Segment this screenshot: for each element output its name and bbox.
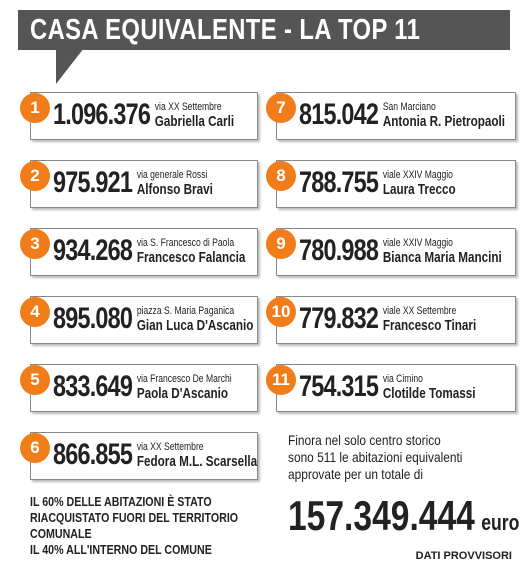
summary-total: 157.349.444 — [288, 492, 475, 539]
note-line: COMUNALE — [30, 526, 92, 541]
entry-value: 780.988 — [299, 234, 379, 267]
entry-info: viale XX Settembre Francesco Tinari — [383, 305, 476, 334]
rank-badge: 11 — [266, 365, 296, 395]
source: DATI PROVVISORI — [415, 550, 512, 562]
entry-box: 1.096.376 via XX Settembre Gabriella Carli — [30, 92, 258, 140]
entry-box: 815.042 San Marciano Antonia R. Pietropaol… — [276, 92, 516, 140]
entry-row: 779.832 viale XX Settembre Francesco Tinar… — [299, 302, 476, 336]
entry-address: piazza S. Maria Paganica — [136, 304, 235, 317]
entry-row: 895.080 piazza S. Maria Paganica Gian Luca… — [53, 302, 253, 336]
entry-info: via XX Settembre Gabriella Carli — [155, 101, 234, 130]
rank-badge: 5 — [20, 365, 50, 395]
entry-box: 833.649 via Francesco De Marchi Paola D'As… — [30, 364, 258, 412]
entry-box: 779.832 viale XX Settembre Francesco Tinar… — [276, 296, 516, 344]
entry-address: San Marciano — [382, 100, 436, 113]
entry-info: via Francesco De Marchi Paola D'Ascanio — [137, 373, 232, 402]
entry-address: via generale Rossi — [136, 168, 208, 181]
title: CASA EQUIVALENTE - LA TOP 11 — [30, 14, 421, 46]
entry-address: via XX Settembre — [154, 100, 222, 113]
note-line: IL 40% ALL'INTERNO DEL COMUNE — [30, 542, 212, 557]
entry-name: Laura Trecco — [382, 180, 456, 198]
entry-box: 975.921 via generale Rossi Alfonso Bravi — [30, 160, 258, 208]
entry-row: 866.855 via XX Settembre Fedora M.L. Scars… — [53, 438, 257, 472]
entry-value: 833.649 — [53, 370, 133, 403]
entry-name: Francesco Tinari — [382, 316, 477, 334]
entry-box: 754.315 via Cimino Clotilde Tomassi — [276, 364, 516, 412]
entry-row: 1.096.376 via XX Settembre Gabriella Carli — [53, 98, 234, 132]
entry-name: Fedora M.L. Scarsella — [136, 452, 258, 470]
entry-info: viale XXIV Maggio Bianca Maria Mancini — [383, 237, 502, 266]
entry-name: Clotilde Tomassi — [382, 384, 476, 402]
entry-address: via Cimino — [382, 372, 423, 385]
entry-value: 815.042 — [299, 98, 379, 131]
summary-unit: euro — [481, 510, 520, 535]
entry-value: 754.315 — [299, 370, 379, 403]
entry-address: via XX Settembre — [136, 440, 204, 453]
entry-value: 779.832 — [299, 302, 379, 335]
rank-badge: 4 — [20, 297, 50, 327]
entry-box: 788.755 viale XXIV Maggio Laura Trecco — [276, 160, 516, 208]
entry-row: 833.649 via Francesco De Marchi Paola D'As… — [53, 370, 232, 404]
entry-info: via XX Settembre Fedora M.L. Scarsella — [137, 441, 257, 470]
entry-info: via S. Francesco di Paola Francesco Falan… — [137, 237, 246, 266]
rank-badge: 9 — [266, 229, 296, 259]
entry-address: via Francesco De Marchi — [136, 372, 232, 385]
entry-value: 975.921 — [53, 166, 133, 199]
entry-info: via Cimino Clotilde Tomassi — [383, 373, 476, 402]
rank-badge: 7 — [266, 93, 296, 123]
entry-value: 788.755 — [299, 166, 379, 199]
entry-name: Gian Luca D'Ascanio — [136, 316, 254, 334]
entry-row: 754.315 via Cimino Clotilde Tomassi — [299, 370, 476, 404]
entry-box: 780.988 viale XXIV Maggio Bianca Maria Man… — [276, 228, 516, 276]
entry-box: 895.080 piazza S. Maria Paganica Gian Luca… — [30, 296, 258, 344]
entry-name: Francesco Falancia — [136, 248, 246, 266]
entry-info: piazza S. Maria Paganica Gian Luca D'Asca… — [137, 305, 254, 334]
entry-info: via generale Rossi Alfonso Bravi — [137, 169, 213, 198]
entry-info: San Marciano Antonia R. Pietropaoli — [383, 101, 505, 130]
entry-address: viale XXIV Maggio — [382, 236, 453, 249]
entry-box: 866.855 via XX Settembre Fedora M.L. Scars… — [30, 432, 258, 480]
summary-line: Finora nel solo centro storico — [288, 432, 441, 448]
entry-row: 788.755 viale XXIV Maggio Laura Trecco — [299, 166, 456, 200]
entry-row: 975.921 via generale Rossi Alfonso Bravi — [53, 166, 213, 200]
entry-address: via S. Francesco di Paola — [136, 236, 235, 249]
entry-name: Bianca Maria Mancini — [382, 248, 502, 266]
title-banner — [18, 10, 510, 50]
entry-address: viale XXIV Maggio — [382, 168, 453, 181]
entry-name: Antonia R. Pietropaoli — [382, 112, 506, 130]
entry-box: 934.268 via S. Francesco di Paola Francesc… — [30, 228, 258, 276]
entry-row: 934.268 via S. Francesco di Paola Francesc… — [53, 234, 245, 268]
entry-value: 1.096.376 — [53, 98, 151, 131]
note-line: IL 60% DELLE ABITAZIONI È STATO — [30, 494, 212, 509]
banner-pointer — [56, 48, 84, 84]
note-line: RIACQUISTATO FUORI DEL TERRITORIO — [30, 510, 239, 525]
summary-line: sono 511 le abitazioni equivalenti — [288, 449, 463, 465]
entry-row: 780.988 viale XXIV Maggio Bianca Maria Man… — [299, 234, 502, 268]
rank-badge: 8 — [266, 161, 296, 191]
entry-name: Alfonso Bravi — [136, 180, 213, 198]
summary-line: approvate per un totale di — [288, 466, 423, 482]
entry-address: viale XX Settembre — [382, 304, 457, 317]
rank-badge: 1 — [20, 93, 50, 123]
rank-badge: 10 — [266, 297, 296, 327]
rank-badge: 2 — [20, 161, 50, 191]
entry-value: 866.855 — [53, 438, 133, 471]
rank-badge: 3 — [20, 229, 50, 259]
entry-info: viale XXIV Maggio Laura Trecco — [383, 169, 456, 198]
entry-row: 815.042 San Marciano Antonia R. Pietropaol… — [299, 98, 505, 132]
entry-value: 895.080 — [53, 302, 133, 335]
summary-total-row: 157.349.444 euro — [288, 492, 519, 540]
entry-name: Paola D'Ascanio — [136, 384, 229, 402]
rank-badge: 6 — [20, 433, 50, 463]
entry-name: Gabriella Carli — [154, 112, 235, 130]
entry-value: 934.268 — [53, 234, 133, 267]
